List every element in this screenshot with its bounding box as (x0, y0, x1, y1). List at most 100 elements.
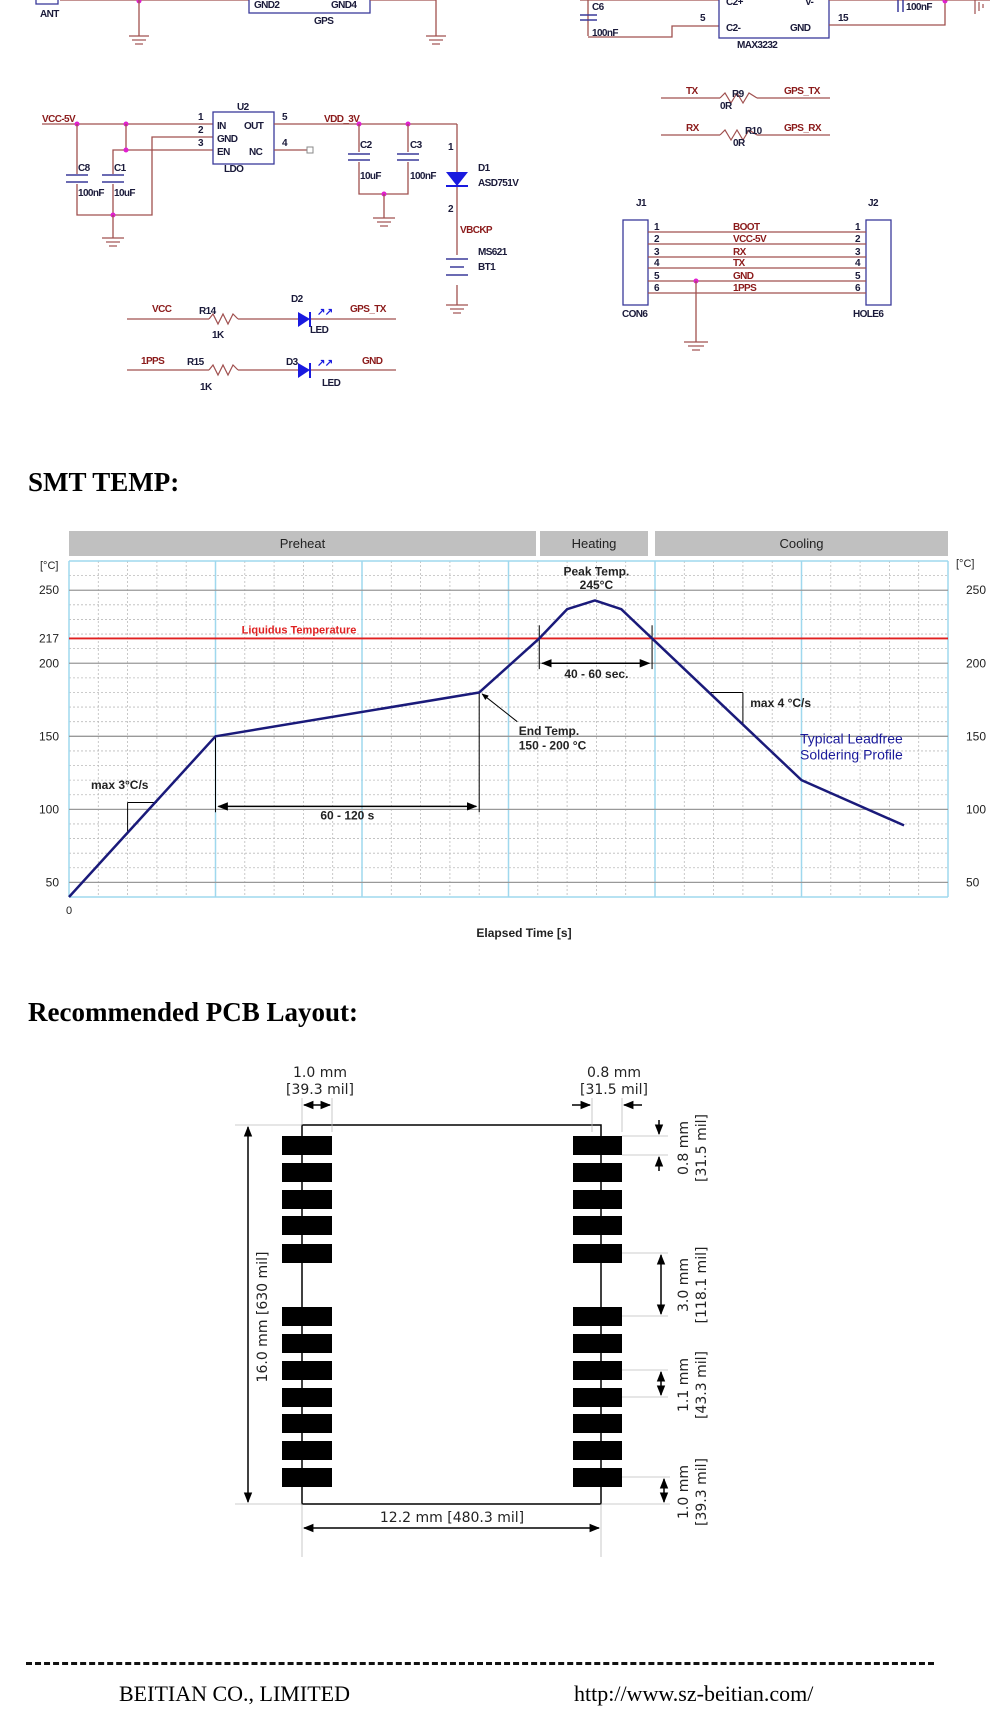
net-vcc-5v: VCC-5V (42, 114, 76, 125)
max3232-section: C6 100nF 5 C2+ V- C2- GND MAX3232 15 100… (580, 0, 990, 51)
outside-mil: [31.5 mil] (580, 1082, 648, 1098)
uart-section: TX R9 0R GPS_TX RX R10 0R GPS_RX (661, 86, 830, 149)
pad-left (282, 1441, 332, 1460)
u2-pin-5: 5 (282, 112, 288, 123)
c3-value: 100nF (410, 171, 436, 182)
r14-value: 1K (212, 330, 225, 341)
company-url[interactable]: http://www.sz-beitian.com/ (574, 1681, 814, 1706)
c2-value: 10uF (360, 171, 381, 182)
height-label: 16.0 mm [630 mil] (255, 1252, 271, 1383)
max-pin-15: 15 (838, 13, 849, 24)
pad-right (573, 1136, 622, 1155)
battery-icon (444, 255, 470, 285)
svg-text:↗↗: ↗↗ (317, 358, 333, 369)
liquidus-time-label: 40 - 60 sec. (564, 667, 628, 681)
pcb-layout-title: Recommended PCB Layout: (28, 997, 358, 1027)
y-unit-right: [°C] (956, 558, 974, 570)
phase-header (69, 531, 536, 556)
pad-left (282, 1190, 332, 1209)
pitch-mm: 1.1 mm (676, 1358, 692, 1412)
u2-pin-4: 4 (282, 138, 288, 149)
bt-value: MS621 (478, 247, 508, 258)
c6-label: C6 (592, 2, 605, 13)
y-tick-left: 100 (39, 802, 59, 816)
j2-pin-number: 3 (855, 247, 861, 258)
pad-right (573, 1414, 622, 1433)
gps-pin-gnd2: GND2 (254, 0, 280, 11)
end-temp-range: 150 - 200 °C (519, 738, 587, 752)
connector-net-label: BOOT (733, 222, 760, 233)
c8-value: 100nF (78, 188, 104, 199)
j2-pin-number: 6 (855, 283, 861, 294)
u2-pin-in: IN (217, 121, 226, 132)
c6-value: 100nF (592, 28, 618, 39)
c2-label: C2 (360, 140, 373, 151)
pad-right (573, 1190, 622, 1209)
c1-label: C1 (114, 163, 127, 174)
net-rx: RX (686, 123, 700, 134)
pad-left (282, 1163, 332, 1182)
bt-label: BT1 (478, 262, 496, 273)
edge-mil: [39.3 mil] (694, 1458, 710, 1526)
x-axis-label: Elapsed Time [s] (476, 926, 571, 940)
reflow-profile-chart: Preheat Heating Cooling 50 50 100 100 150 150 200… (39, 531, 986, 940)
svg-text:↗↗: ↗↗ (317, 307, 333, 318)
j2-pin-number: 1 (855, 222, 861, 233)
r10-label: R10 (745, 126, 763, 137)
j2-label: J2 (868, 198, 879, 209)
pad-right (573, 1307, 622, 1326)
liquidus-label: Liquidus Temperature (242, 624, 357, 636)
peak-temp-label: Peak Temp. (563, 565, 629, 579)
x-tick-label: 0 (66, 905, 72, 917)
j1-type: CON6 (622, 309, 648, 320)
y-tick-left: 200 (39, 656, 59, 670)
pad-right (573, 1388, 622, 1407)
y-tick-left: 250 (39, 583, 59, 597)
d1-pin-1: 1 (448, 142, 454, 153)
c1-value: 10uF (114, 188, 135, 199)
max-pin-5: 5 (700, 13, 706, 24)
max-pin-gnd: GND (790, 23, 811, 34)
net-vbckp: VBCKP (460, 225, 493, 236)
u2-pin-out: OUT (244, 121, 264, 132)
d3-label: D3 (286, 357, 299, 368)
d2-label: D2 (291, 294, 304, 305)
u2-pin-2: 2 (198, 125, 204, 136)
u2-pin-nc: NC (249, 147, 263, 158)
gap-mil: [118.1 mil] (694, 1247, 710, 1324)
pad-height-mm: 0.8 mm (676, 1121, 692, 1175)
net-vcc: VCC (152, 304, 172, 315)
c3-label: C3 (410, 140, 423, 151)
diode-icon (446, 172, 468, 186)
profile-label-line1: Typical Leadfree (800, 731, 903, 747)
j1-pin-number: 3 (654, 247, 660, 258)
net-gps-tx: GPS_TX (350, 304, 387, 315)
j1-pin-number: 6 (654, 283, 660, 294)
pad-width-mil: [39.3 mil] (286, 1082, 354, 1098)
j2-pin-number: 4 (855, 258, 861, 269)
peak-temp-value: 245°C (580, 578, 614, 592)
ground-icon (426, 35, 446, 45)
pad-right (573, 1163, 622, 1182)
r10-value: 0R (733, 138, 746, 149)
gps-section: ANT GND2 GND4 GPS (35, 0, 446, 45)
edge-mm: 1.0 mm (676, 1465, 692, 1519)
max-pin-c2m: C2- (726, 23, 741, 34)
net-gps-rx: GPS_RX (784, 123, 822, 134)
profile-line (68, 599, 905, 898)
r15-value: 1K (200, 382, 213, 393)
u2-pin-gnd: GND (217, 134, 238, 145)
schematic: ANT GND2 GND4 GPS C6 100nF 5 C2+ V- C2- … (35, 0, 990, 393)
ground-icon (102, 237, 124, 247)
u2-pin-1: 1 (198, 112, 204, 123)
footer-divider (26, 1662, 934, 1665)
d1-value: ASD751V (478, 178, 519, 189)
smt-temp-title: SMT TEMP: (28, 467, 180, 497)
y-tick-right: 200 (966, 656, 986, 670)
j1-label: J1 (636, 198, 647, 209)
net-vdd-3v: VDD_3V (324, 114, 360, 125)
j1-pin-number: 1 (654, 222, 660, 233)
max3232-label: MAX3232 (737, 40, 778, 51)
c8-label: C8 (78, 163, 91, 174)
